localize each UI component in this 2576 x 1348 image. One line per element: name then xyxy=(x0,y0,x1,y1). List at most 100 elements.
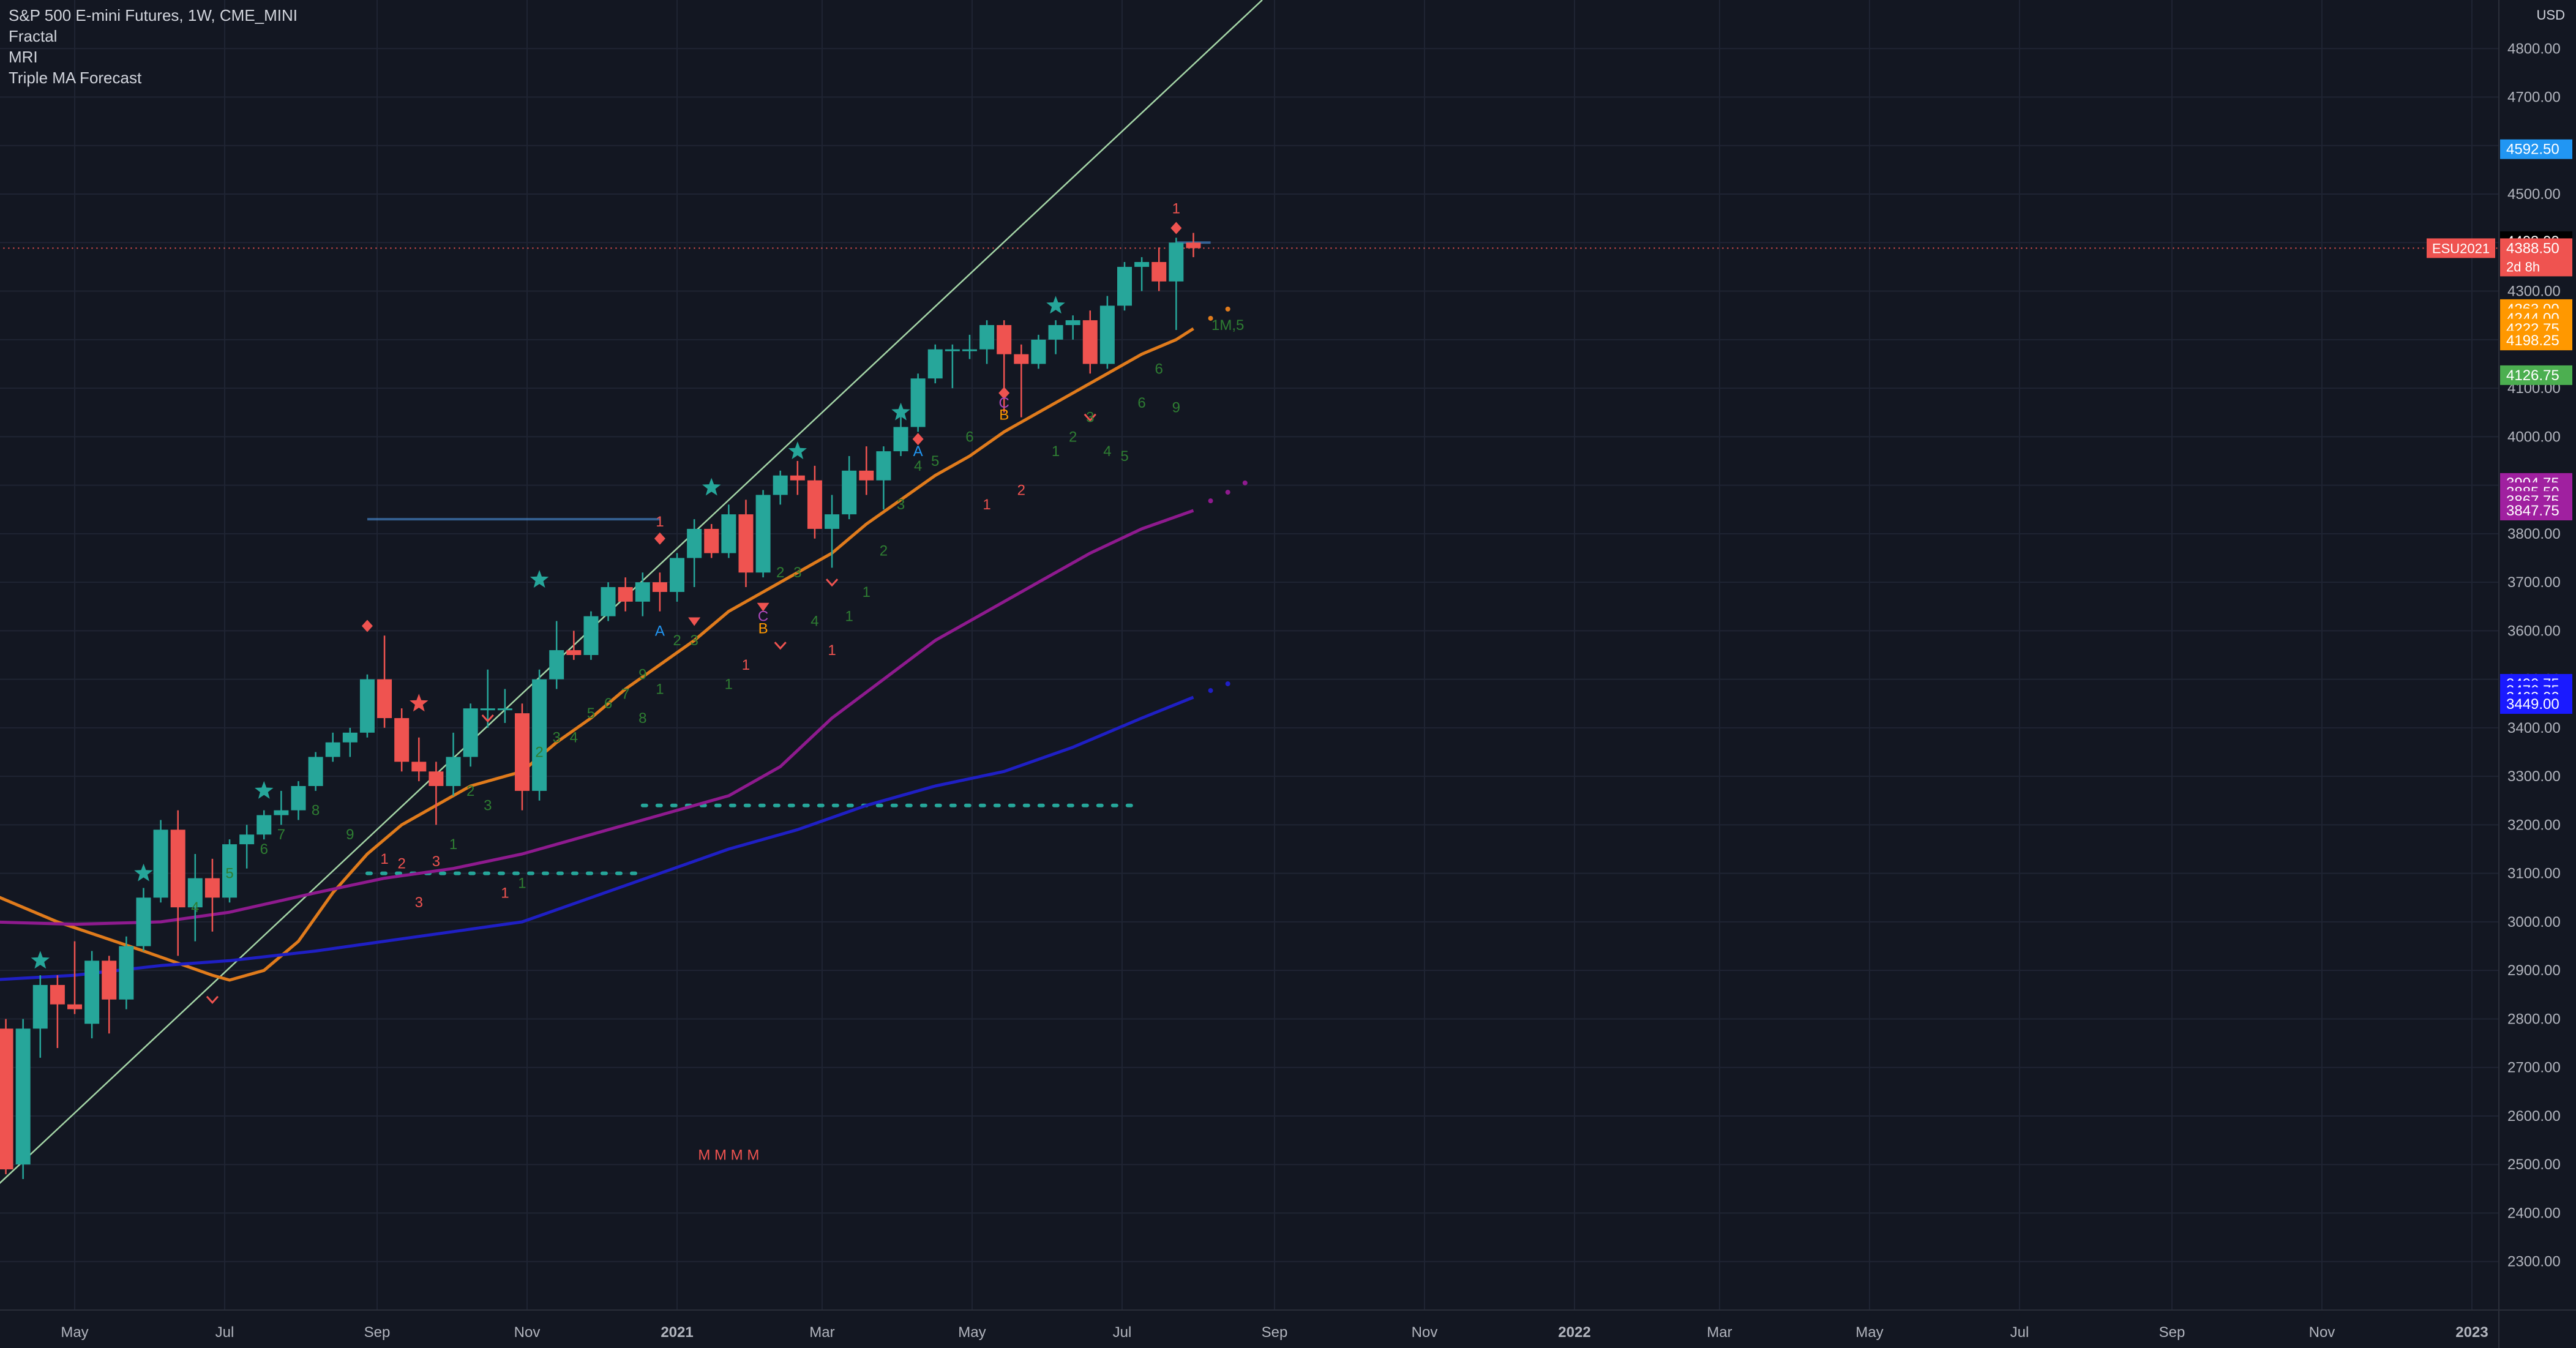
candle xyxy=(480,669,495,728)
time-tick-label: Mar xyxy=(1707,1324,1732,1341)
candle-body xyxy=(136,897,151,946)
candle-body xyxy=(429,771,444,786)
forecast-dot xyxy=(1242,480,1248,485)
chart-annotation: 6 xyxy=(260,841,268,858)
candle xyxy=(274,790,289,825)
candle-body xyxy=(1082,320,1098,364)
candle xyxy=(893,412,908,457)
candle xyxy=(945,344,960,389)
candle xyxy=(670,553,685,602)
time-tick-label: Nov xyxy=(2309,1324,2335,1341)
diamond-marker-icon xyxy=(998,387,1010,399)
candle xyxy=(997,320,1012,413)
price-label-bg xyxy=(2500,331,2572,351)
chart-annotation: 1 xyxy=(845,608,853,625)
candle-body xyxy=(842,470,857,515)
candle xyxy=(359,674,375,738)
price-label-text: 3449.00 xyxy=(2506,696,2559,713)
indicator-mri[interactable]: MRI xyxy=(9,48,38,66)
time-tick-label: May xyxy=(61,1324,88,1341)
chart-annotation: 3 xyxy=(484,798,492,814)
candle-body xyxy=(859,470,874,481)
price-label-bg xyxy=(2500,139,2572,159)
candle xyxy=(927,344,943,384)
chart-annotation: 1 xyxy=(501,885,509,901)
forecast-dot xyxy=(1208,315,1213,321)
time-tick-label: 2022 xyxy=(1558,1324,1590,1341)
caret-down-marker-icon xyxy=(206,995,219,1004)
price-label-countdown: 2d 8h xyxy=(2506,259,2540,274)
currency-label[interactable]: USD xyxy=(2536,7,2565,23)
candle-body xyxy=(514,713,530,791)
price-label: 4592.50 xyxy=(2500,139,2572,159)
time-tick-label: May xyxy=(958,1324,986,1341)
candle xyxy=(1117,262,1132,311)
candle xyxy=(1134,257,1150,291)
time-tick-label: Nov xyxy=(514,1324,541,1341)
price-label-text: 4592.50 xyxy=(2506,141,2559,158)
price-label-bg xyxy=(2500,501,2572,521)
price-label-text: 4388.50 xyxy=(2506,240,2559,256)
symbol-tag-bg xyxy=(2427,238,2495,258)
time-tick-label: Mar xyxy=(809,1324,834,1341)
candle xyxy=(50,975,65,1048)
candle-body xyxy=(532,679,547,791)
chart-annotation: 9 xyxy=(638,667,646,683)
chart-annotation: 1 xyxy=(518,875,526,891)
candle xyxy=(618,577,633,612)
candle xyxy=(308,752,323,791)
candle xyxy=(429,762,444,825)
candle xyxy=(652,572,667,612)
price-label-text: 4126.75 xyxy=(2506,367,2559,384)
candle-body xyxy=(1169,242,1184,282)
candle xyxy=(876,446,891,510)
arrow-down-marker-icon xyxy=(757,602,769,612)
time-tick-label: 2021 xyxy=(661,1324,693,1341)
candle xyxy=(962,334,977,359)
price-tick-label: 2700.00 xyxy=(2507,1060,2561,1076)
price-tick-label: 3200.00 xyxy=(2507,817,2561,833)
price-tick-label: 4500.00 xyxy=(2507,186,2561,203)
candle-body xyxy=(721,514,736,553)
candle-body xyxy=(704,528,719,553)
price-tick-label: 2900.00 xyxy=(2507,962,2561,979)
candle-body xyxy=(893,427,908,452)
diamond-marker-icon xyxy=(654,532,665,545)
candle-body xyxy=(256,815,272,835)
chart-annotation: 1 xyxy=(863,584,871,601)
symbol-title[interactable]: S&P 500 E-mini Futures, 1W, CME_MINI xyxy=(9,6,298,24)
chart-annotation: A xyxy=(913,443,923,460)
indicator-triple-ma-forecast[interactable]: Triple MA Forecast xyxy=(9,69,142,87)
candle xyxy=(1048,320,1063,354)
indicator-fractal[interactable]: Fractal xyxy=(9,27,58,45)
star-marker-icon xyxy=(530,570,549,588)
time-tick-label: Nov xyxy=(1412,1324,1438,1341)
candle-body xyxy=(979,325,995,350)
candle-body xyxy=(1099,305,1115,364)
candle xyxy=(1082,310,1098,374)
chart-annotation: 1 xyxy=(828,642,836,659)
star-marker-icon xyxy=(134,863,153,882)
price-tick-label: 2300.00 xyxy=(2507,1254,2561,1270)
chart-annotation: 3 xyxy=(690,632,698,649)
candle-body xyxy=(204,878,220,898)
candle xyxy=(583,611,599,660)
candle xyxy=(635,572,650,616)
price-label: 3847.75 xyxy=(2500,501,2572,521)
candle xyxy=(704,524,719,558)
candle-body xyxy=(601,587,616,616)
candle-body xyxy=(222,844,238,898)
chart-annotation: 1 xyxy=(449,836,457,853)
candle xyxy=(1169,238,1184,330)
candle-body xyxy=(825,514,840,529)
chart-annotation: 3 xyxy=(432,853,440,870)
caret-down-marker-icon xyxy=(825,579,839,587)
chart-annotation: 1 xyxy=(656,514,664,530)
chart-annotation: C xyxy=(758,608,768,625)
time-tick-label: 2023 xyxy=(2455,1324,2488,1341)
chart-annotation: 3 xyxy=(897,496,905,513)
candle-body xyxy=(153,829,168,898)
